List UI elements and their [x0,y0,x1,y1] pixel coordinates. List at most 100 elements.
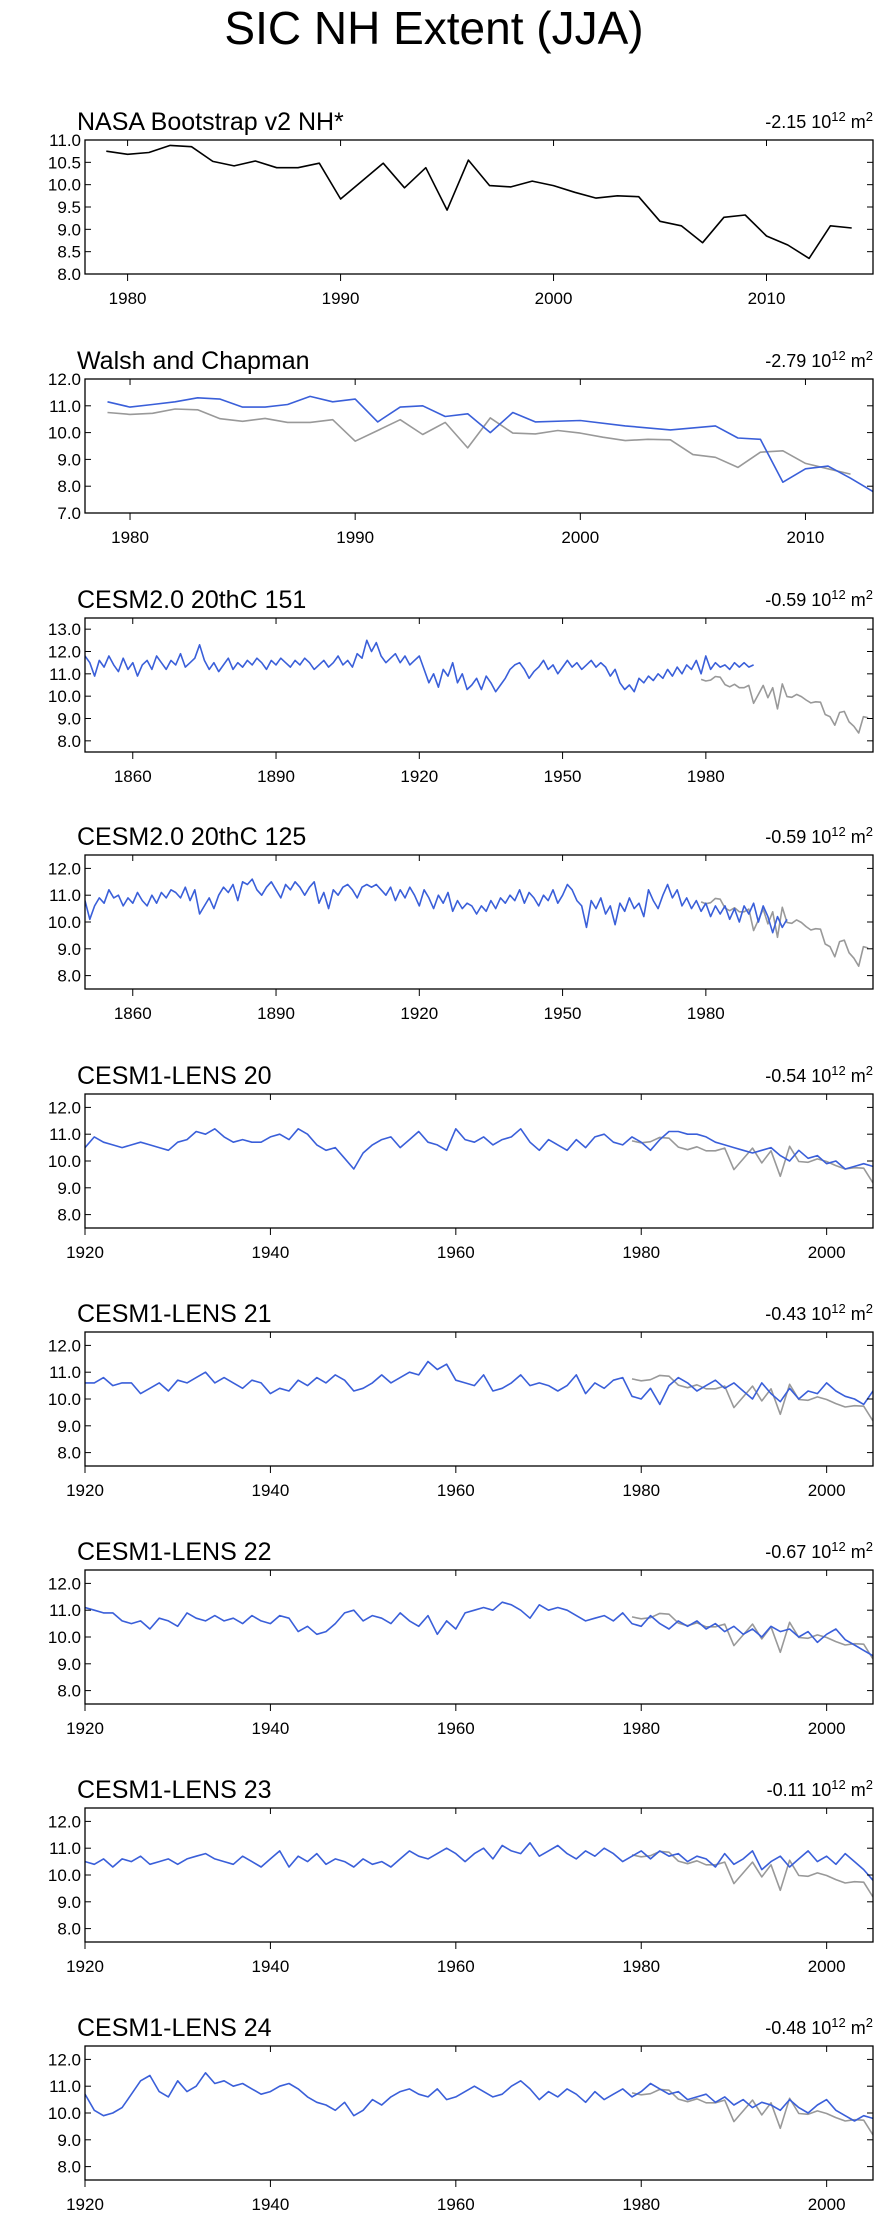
x-tick-label: 1920 [66,1957,104,1976]
x-tick-label: 1960 [437,2195,475,2214]
panel-title: CESM2.0 20thC 125 [77,823,306,851]
panel-8: CESM1-LENS 23 -0.11 1012 m2 8.0 9.0 10.0 11.0… [48,1776,874,1976]
y-tick-label: 8.0 [57,265,81,284]
series-group [85,639,869,734]
panel-1: NASA Bootstrap v2 NH* -2.15 1012 m2 8.0 8.5… [48,108,874,308]
panel-title: CESM1-LENS 21 [77,1300,272,1328]
x-tick-label: 1940 [251,1957,289,1976]
trend-label: -0.54 1012 m2 [765,1063,873,1086]
x-tick-label: 1920 [400,1004,438,1023]
x-tick-label: 1920 [66,1481,104,1500]
x-tick-label: 2000 [535,289,573,308]
plot-frame [84,139,874,275]
trend-exponent: 12 [831,824,845,839]
x-tick-label: 1920 [66,1243,104,1262]
y-tick-label: 8.5 [57,243,81,262]
y-tick-label: 12.0 [48,643,81,662]
y-tick-label: 8.0 [57,477,81,496]
x-tick-label: 1980 [687,767,725,786]
trend-label: -0.43 1012 m2 [765,1301,873,1324]
y-tick-label: 11.0 [49,886,81,905]
trend-unit: m [846,1304,866,1324]
y-tick-label: 9.0 [57,2131,81,2150]
x-tick-label: 2000 [808,1243,846,1262]
trend-label: -0.59 1012 m2 [765,587,873,610]
trend-unit: m [846,351,866,371]
trend-unit: m [846,1542,866,1562]
x-tick-label: 2010 [748,289,786,308]
y-tick-label: 8.0 [57,1206,81,1225]
trend-value: -2.15 10 [765,112,831,132]
y-tick-label: 11.0 [49,1601,81,1620]
y-tick-label: 9.5 [57,198,81,217]
y-tick-label: 8.0 [57,967,81,986]
panel-title: CESM1-LENS 22 [77,1538,272,1566]
y-tick-label: 8.0 [57,1682,81,1701]
y-tick-label: 10.0 [48,913,81,932]
y-tick-label: 11.0 [49,131,81,150]
y-tick-label: 10.0 [48,1152,81,1171]
series-group [85,878,869,968]
y-tick-label: 12.0 [48,1812,81,1831]
panel-4: CESM2.0 20thC 125 -0.59 1012 m2 8.0 9.0 10.0… [48,823,874,1023]
y-tick-label: 9.0 [57,1179,81,1198]
series-line-model [85,1360,873,1406]
y-tick-label: 12.0 [48,370,81,389]
plot-frame [84,1807,874,1943]
panel-2: Walsh and Chapman -2.79 1012 m2 7.0 8.0 9.0 1… [48,347,874,547]
trend-unit-exponent: 2 [866,109,873,124]
y-tick-label: 10.5 [48,153,81,172]
trend-unit: m [846,1066,866,1086]
series-line-model [85,639,754,693]
trend-exponent: 12 [831,1539,845,1554]
series-line-obs [631,2088,873,2136]
y-tick-label: 9.0 [57,940,81,959]
trend-value: -0.11 10 [767,1780,832,1800]
x-tick-label: 1940 [251,1481,289,1500]
trend-label: -0.11 1012 m2 [767,1777,873,1800]
x-tick-label: 1950 [544,767,582,786]
y-tick-label: 10.0 [48,1866,81,1885]
y-tick-label: 10.0 [48,2104,81,2123]
series-line-model [107,395,873,493]
panel-title: CESM1-LENS 20 [77,1062,272,1090]
trend-value: -0.59 10 [765,590,831,610]
y-tick-label: 10.0 [48,1390,81,1409]
trend-value: -0.54 10 [765,1066,831,1086]
series-line-model [85,878,788,934]
plot-frame [84,1093,874,1229]
series-group [85,1842,873,1898]
y-tick-label: 8.0 [57,732,81,751]
x-tick-label: 2000 [808,2195,846,2214]
x-tick-label: 1940 [251,1719,289,1738]
x-tick-label: 1950 [544,1004,582,1023]
series-line-model [85,1842,873,1881]
plot-frame [84,1569,874,1705]
series-line-obs [631,1136,873,1184]
trend-exponent: 12 [831,587,845,602]
series-line-model [85,1128,873,1170]
x-tick-label: 1860 [114,1004,152,1023]
trend-label: -0.67 1012 m2 [765,1539,873,1562]
y-tick-label: 12.0 [48,859,81,878]
x-tick-label: 2010 [787,528,825,547]
series-group [85,2072,873,2136]
trend-label: -2.79 1012 m2 [765,348,873,371]
y-tick-label: 8.0 [57,1444,81,1463]
trend-value: -0.67 10 [765,1542,831,1562]
trend-unit-exponent: 2 [866,1063,873,1078]
y-tick-label: 13.0 [48,620,81,639]
plot-frame [84,378,874,514]
trend-exponent: 12 [831,2015,845,2030]
trend-value: -0.59 10 [765,827,831,847]
trend-unit: m [846,1780,866,1800]
series-line-obs [700,675,869,734]
trend-value: -0.43 10 [765,1304,831,1324]
y-tick-label: 10.0 [48,176,81,195]
y-tick-label: 8.0 [57,2158,81,2177]
panel-5: CESM1-LENS 20 -0.54 1012 m2 8.0 9.0 10.0 11.0… [48,1062,874,1262]
x-tick-label: 1990 [336,528,374,547]
y-tick-label: 11.0 [49,397,81,416]
x-tick-label: 1980 [109,289,147,308]
trend-exponent: 12 [831,1063,845,1078]
